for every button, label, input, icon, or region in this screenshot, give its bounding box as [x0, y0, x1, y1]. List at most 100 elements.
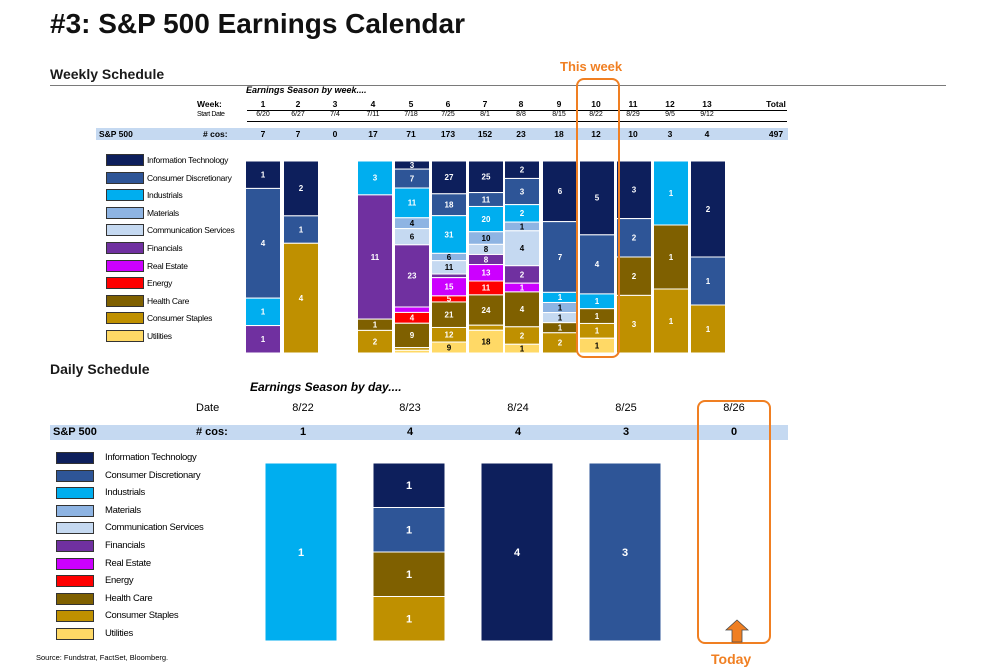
- day-date: 8/22: [292, 402, 314, 414]
- week-number: 3: [332, 99, 338, 109]
- bar-value-label: 3: [373, 174, 378, 183]
- legend-swatch: [56, 610, 94, 623]
- legend-item: Communication Services: [106, 224, 266, 238]
- legend-label: Energy: [147, 278, 173, 289]
- bar-segment: [504, 291, 540, 328]
- legend-label: Information Technology: [105, 452, 197, 463]
- week-start-date: 8/22: [589, 111, 603, 118]
- bar-value-label: 5: [595, 194, 600, 203]
- bar-value-label: 1: [558, 303, 563, 312]
- bar-value-label: 1: [706, 325, 711, 334]
- week-start-date: 9/12: [700, 111, 714, 118]
- bar-value-label: 1: [406, 525, 412, 537]
- weekly-legend: Information Technology Consumer Discretio…: [106, 154, 246, 349]
- bar-value-label: 1: [298, 547, 304, 559]
- bar-value-label: 4: [410, 219, 415, 228]
- bar-value-label: 5: [447, 295, 452, 304]
- legend-label: Utilities: [105, 628, 133, 639]
- week-number: 10: [591, 99, 601, 109]
- week-start-date: 6/27: [291, 111, 305, 118]
- bar-segment: [357, 329, 393, 354]
- legend-label: Utilities: [147, 331, 172, 341]
- bar-segment: [690, 160, 726, 258]
- bar-value-label: 2: [373, 338, 378, 347]
- bar-value-label: 1: [406, 480, 412, 492]
- bar-value-label: 10: [482, 234, 491, 243]
- legend-item: Energy: [56, 575, 216, 589]
- bar-value-label: 15: [445, 283, 454, 292]
- daily-section-title: Daily Schedule: [50, 361, 150, 377]
- bar-value-label: 25: [482, 173, 491, 182]
- week-company-count: 3: [667, 129, 673, 139]
- bar-segment: [468, 329, 504, 354]
- day-company-count: 3: [622, 426, 630, 438]
- bar-segment: [357, 194, 393, 320]
- date-row-label: Date: [196, 402, 220, 414]
- bar-segment: [588, 462, 662, 642]
- week-start-date: 7/4: [330, 111, 340, 118]
- bar-segment: [616, 256, 652, 296]
- week-start-date: 8/15: [552, 111, 566, 118]
- bar-value-label: 2: [706, 205, 711, 214]
- total-label: Total: [766, 99, 786, 109]
- week-company-count: 4: [704, 129, 710, 139]
- bar-value-label: 1: [669, 189, 674, 198]
- week-number: 11: [628, 99, 638, 109]
- bar-value-label: 11: [482, 195, 491, 204]
- legend-item: Consumer Staples: [56, 610, 216, 624]
- legend-swatch: [106, 294, 144, 307]
- legend-label: Industrials: [105, 487, 145, 499]
- legend-label: Communication Services: [105, 522, 204, 534]
- week-number: 7: [482, 99, 488, 109]
- day-date: 8/26: [723, 402, 745, 414]
- bar-segment: [372, 507, 446, 553]
- weekly-header-table: Week: Start Date S&P 500 # cos: 1 6/20 7 2 6/27 7…: [0, 0, 982, 150]
- bar-value-label: 31: [445, 230, 454, 239]
- bar-value-label: 1: [595, 341, 600, 350]
- legend-swatch: [106, 277, 144, 290]
- weekly-index-label: S&P 500: [99, 129, 133, 139]
- legend-item: Information Technology: [56, 452, 216, 466]
- week-start-date: 8/1: [480, 111, 490, 118]
- bar-value-label: 1: [595, 297, 600, 306]
- bar-value-label: 1: [261, 335, 266, 344]
- day-company-count: 0: [730, 426, 738, 438]
- legend-label: Consumer Discretionary: [105, 469, 201, 481]
- bar-segment: [264, 462, 338, 642]
- bar-value-label: 4: [299, 294, 304, 303]
- legend-label: Real Estate: [105, 557, 151, 569]
- start-date-rule: [247, 121, 787, 122]
- bar-value-label: 12: [445, 331, 454, 340]
- this-week-annotation: This week: [560, 59, 623, 74]
- legend-item: Communication Services: [56, 522, 216, 536]
- bar-value-label: 13: [482, 269, 491, 278]
- bar-value-label: 4: [514, 547, 521, 559]
- this-week-highlight-box: [576, 78, 620, 358]
- legend-item: Information Technology: [106, 154, 266, 168]
- today-annotation: Today: [711, 651, 752, 667]
- bar-value-label: 3: [410, 161, 415, 170]
- bar-segment: [283, 160, 319, 217]
- bar-value-label: 27: [445, 173, 454, 182]
- legend-item: Materials: [56, 504, 216, 519]
- week-row-label: Week:: [197, 99, 222, 109]
- week-start-date: 9/5: [665, 111, 675, 118]
- week-company-count: 173: [440, 129, 456, 139]
- bar-segment: [504, 343, 540, 354]
- bar-value-label: 9: [447, 343, 452, 352]
- bar-segment: [245, 160, 281, 189]
- legend-swatch: [106, 189, 144, 202]
- week-company-count: 10: [628, 129, 638, 139]
- legend-swatch: [56, 575, 94, 588]
- daily-header-table: Date S&P 500 # cos: 8/22 1 8/23 4 8/24 4 8/25 3 8/2…: [50, 402, 788, 440]
- bar-segment: [468, 294, 504, 326]
- week-number: 12: [665, 99, 675, 109]
- bar-value-label: 4: [261, 239, 266, 248]
- week-company-count: 71: [406, 129, 416, 139]
- bar-value-label: 1: [261, 308, 266, 317]
- day-date: 8/25: [615, 402, 637, 414]
- bar-segment: [542, 160, 578, 223]
- legend-item: Real Estate: [106, 259, 266, 274]
- bar-value-label: 18: [445, 201, 454, 210]
- legend-label: Energy: [105, 575, 134, 587]
